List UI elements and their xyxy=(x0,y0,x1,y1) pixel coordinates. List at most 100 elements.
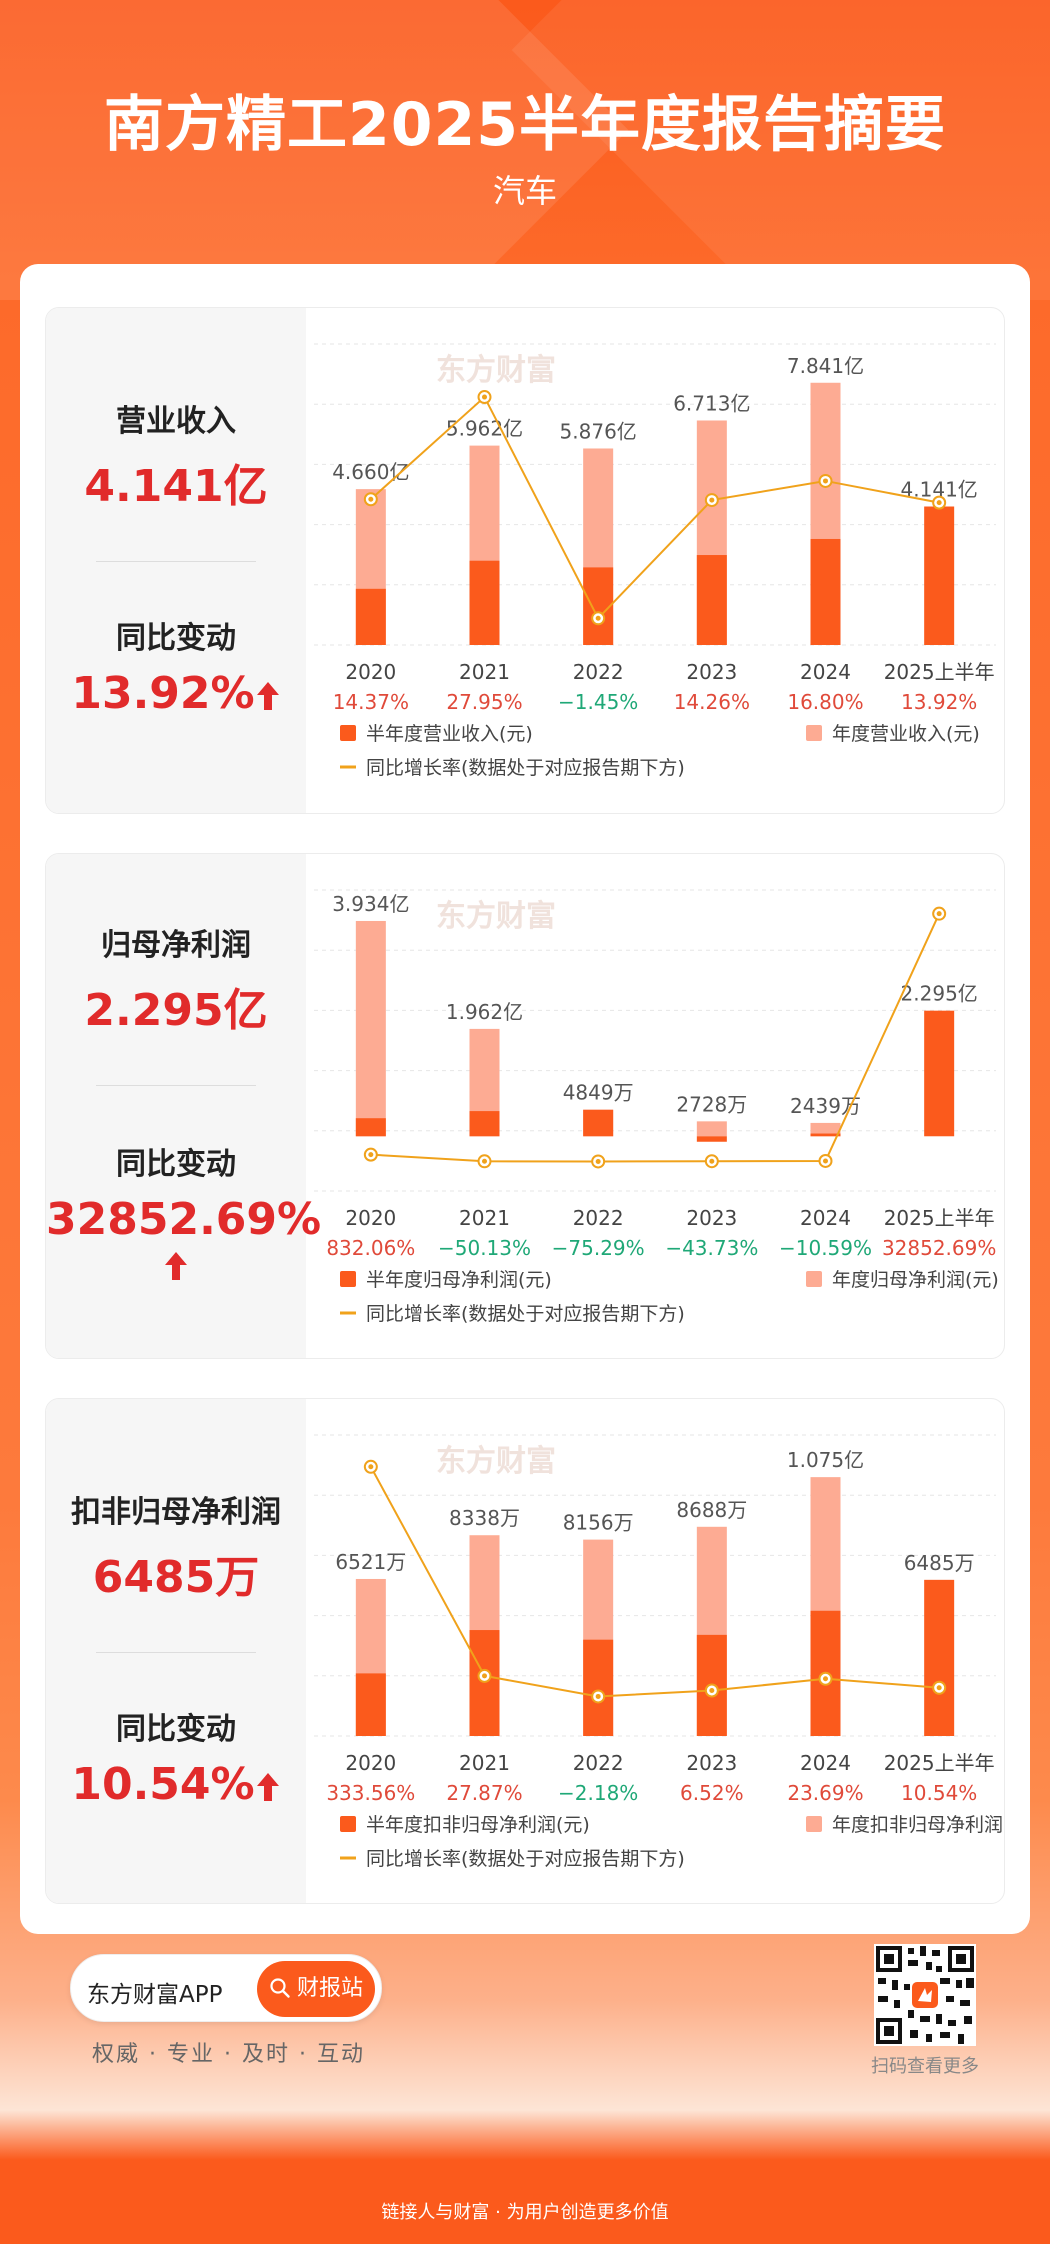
half-bar xyxy=(810,538,841,645)
bar-value-label: 3.934亿 xyxy=(332,892,409,916)
half-bar xyxy=(583,1639,614,1736)
deducted-profit-chart: 东方财富 6521万 2020 333.56% 8338万 2021 27.87% 8156万… xyxy=(306,1399,1004,1903)
growth-line xyxy=(370,913,941,1163)
change-value-row: 13.92% xyxy=(46,668,306,719)
bar-value-label: 1.962亿 xyxy=(446,1000,523,1024)
half-bar xyxy=(355,1673,386,1736)
bar-value-label: 6485万 xyxy=(904,1551,975,1575)
app-name: 东方财富APP xyxy=(87,1982,223,2008)
half-bar xyxy=(583,1109,614,1137)
legend-label-line: 同比增长率(数据处于对应报告期下方) xyxy=(366,1303,685,1325)
x-tick-label: 2021 xyxy=(459,1206,510,1230)
bar-value-label: 1.075亿 xyxy=(787,1448,864,1472)
metric-value: 6485万 xyxy=(92,1552,260,1603)
x-tick-label: 2022 xyxy=(573,1751,624,1775)
growth-line xyxy=(369,1466,940,1698)
half-bar xyxy=(924,1579,955,1736)
x-tick-label: 2023 xyxy=(686,1751,737,1775)
watermark-text: 东方财富 xyxy=(436,353,556,388)
growth-point-dot xyxy=(936,911,942,917)
half-bar xyxy=(355,1118,386,1137)
half-bar xyxy=(696,555,727,645)
growth-point-dot xyxy=(823,1158,828,1164)
bottom-slogan: 链接人与财富 · 为用户创造更多价值 xyxy=(381,2202,669,2223)
half-bar xyxy=(924,506,955,645)
x-tick-label: 2023 xyxy=(686,1206,737,1230)
legend-label-half: 半年度归母净利润(元) xyxy=(366,1269,552,1291)
legend-swatch-annual xyxy=(806,1816,822,1832)
divider xyxy=(96,561,256,562)
growth-label: 14.37% xyxy=(333,690,409,714)
change-title: 同比变动 xyxy=(116,621,236,656)
arrow-up-icon xyxy=(256,1773,279,1801)
bar-value-label: 6521万 xyxy=(335,1550,406,1574)
divider xyxy=(96,1652,256,1653)
bar-value-label: 2439万 xyxy=(790,1094,861,1118)
arrow-up-icon xyxy=(165,1252,187,1280)
legend-swatch-annual xyxy=(806,1271,822,1287)
growth-point-dot xyxy=(368,1464,374,1470)
half-bar xyxy=(355,588,386,645)
revenue-chart: 东方财富 4.660亿 2020 14.37% 5.962亿 2021 27.95% 5.87… xyxy=(306,308,1004,813)
x-tick-label: 2020 xyxy=(345,660,396,684)
x-tick-label: 2021 xyxy=(459,1751,510,1775)
x-tick-label: 2025上半年 xyxy=(884,1751,995,1775)
growth-point-dot xyxy=(595,1158,601,1164)
growth-label: 32852.69% xyxy=(882,1236,996,1260)
search-icon xyxy=(270,1978,290,1998)
change-value-row: 10.54% xyxy=(46,1759,306,1810)
x-tick-label: 2020 xyxy=(345,1206,396,1230)
growth-point-dot xyxy=(482,1158,487,1164)
growth-label: 27.95% xyxy=(446,690,522,714)
legend-label-line: 同比增长率(数据处于对应报告期下方) xyxy=(366,757,685,779)
growth-label: −43.73% xyxy=(665,1236,758,1260)
net-profit-panel: 归母净利润 2.295亿 同比变动 32852.69% 东方财富 3.934亿 20… xyxy=(45,853,1005,1359)
growth-label: −50.13% xyxy=(438,1236,531,1260)
report-station-label: 财报站 xyxy=(297,1976,364,2001)
x-tick-label: 2021 xyxy=(459,660,510,684)
growth-point-dot xyxy=(936,500,942,506)
growth-point-dot xyxy=(482,1673,487,1679)
legend-label-half: 半年度扣非归母净利润(元) xyxy=(366,1814,590,1836)
watermark-text: 东方财富 xyxy=(436,1444,556,1479)
growth-label: −75.29% xyxy=(552,1236,645,1260)
arrow-up-icon xyxy=(256,682,279,710)
metric-summary: 归母净利润 2.295亿 同比变动 32852.69% xyxy=(46,854,322,1358)
x-tick-label: 2022 xyxy=(573,1206,624,1230)
deducted-profit-panel: 扣非归母净利润 6485万 同比变动 10.54% 东方财富 6521万 2020 3… xyxy=(45,1398,1005,1904)
divider xyxy=(96,1085,256,1086)
metric-title: 营业收入 xyxy=(116,404,236,439)
growth-label: 13.92% xyxy=(901,690,977,714)
half-bar xyxy=(924,1010,955,1137)
growth-label: 27.87% xyxy=(446,1781,522,1805)
change-value: 10.54% xyxy=(71,1759,255,1810)
net-profit-chart-svg: 东方财富 3.934亿 2020 832.06% 1.962亿 2021 −50.13% 48… xyxy=(314,889,999,1325)
qr-caption: 扫码查看更多 xyxy=(871,2056,979,2077)
metric-summary: 扣非归母净利润 6485万 同比变动 10.54% xyxy=(46,1399,306,1903)
legend-label-line: 同比增长率(数据处于对应报告期下方) xyxy=(366,1848,685,1870)
metric-value: 4.141亿 xyxy=(84,461,268,512)
growth-point-dot xyxy=(368,496,374,502)
app-badge[interactable]: 东方财富APP 财报站 xyxy=(70,1954,382,2022)
growth-label: 832.06% xyxy=(326,1236,415,1260)
growth-point-dot xyxy=(823,1676,828,1682)
growth-label: 16.80% xyxy=(787,690,863,714)
growth-point-dot xyxy=(709,1158,715,1164)
report-station-button[interactable]: 财报站 xyxy=(257,1961,375,2017)
half-bar xyxy=(583,567,614,645)
deducted-profit-chart-svg: 东方财富 6521万 2020 333.56% 8338万 2021 27.87% 8156万… xyxy=(314,1434,1004,1870)
annual-bar xyxy=(810,1122,841,1137)
bar-value-label: 2728万 xyxy=(676,1092,747,1116)
growth-point-dot xyxy=(482,394,487,400)
legend-swatch-half xyxy=(340,725,356,741)
growth-point-dot xyxy=(936,1685,942,1691)
growth-label: −10.59% xyxy=(779,1236,872,1260)
growth-point-dot xyxy=(709,1687,715,1693)
qr-code-icon[interactable] xyxy=(874,1944,976,2046)
bar-value-label: 4849万 xyxy=(563,1081,634,1105)
revenue-chart-svg: 东方财富4.660亿202014.37%5.962亿202127.95%5.87… xyxy=(314,343,996,779)
growth-label: −1.45% xyxy=(558,690,638,714)
change-value: 32852.69% xyxy=(46,1194,322,1245)
bar-value-label: 2.295亿 xyxy=(901,982,978,1006)
growth-point-dot xyxy=(709,497,715,503)
